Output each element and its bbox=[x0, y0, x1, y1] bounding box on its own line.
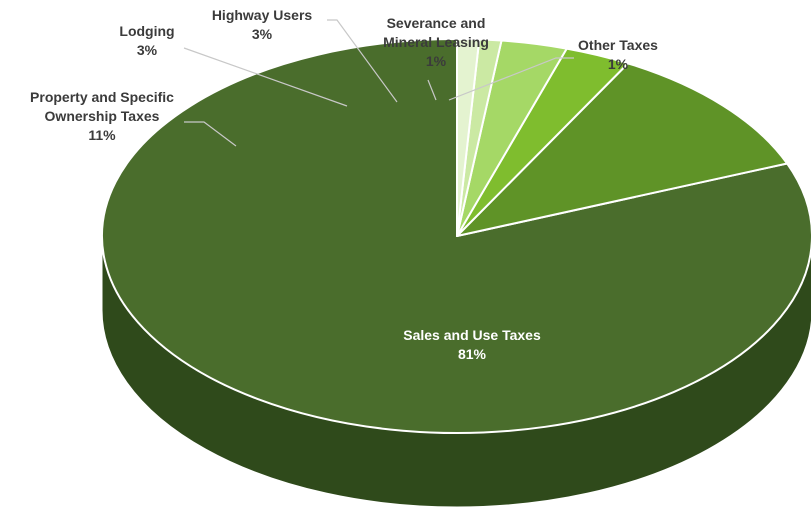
leader-line-2 bbox=[183, 47, 348, 107]
slice-label-3-line-0: Highway Users bbox=[212, 7, 313, 23]
leader-line-4 bbox=[427, 79, 437, 101]
slice-label-4-line-0: Severance and bbox=[387, 15, 486, 31]
slice-percent-5: 1% bbox=[608, 56, 629, 72]
leader-line-1 bbox=[184, 121, 237, 147]
slice-labels: Sales and Use Taxes 81% Property and Speci… bbox=[30, 7, 658, 362]
slice-label-1-line-1: Ownership Taxes bbox=[45, 108, 160, 124]
slice-label-4-line-1: Mineral Leasing bbox=[383, 34, 489, 50]
pie-slice-1 bbox=[456, 62, 789, 237]
pie-top-slices bbox=[101, 38, 811, 434]
slice-percent-3: 3% bbox=[252, 26, 273, 42]
slice-label-0-line-0: Sales and Use Taxes bbox=[403, 327, 541, 343]
leader-line-3 bbox=[327, 19, 398, 103]
slice-percent-4: 1% bbox=[426, 53, 447, 69]
leader-line-5 bbox=[448, 57, 574, 101]
slice-label-5-line-0: Other Taxes bbox=[578, 37, 658, 53]
slice-label-2-line-0: Lodging bbox=[119, 23, 174, 39]
slice-label-1-line-0: Property and Specific bbox=[30, 89, 174, 105]
pie-slice-5 bbox=[456, 38, 481, 237]
slice-percent-0: 81% bbox=[458, 346, 487, 362]
label-leader-lines bbox=[183, 19, 574, 147]
slice-percent-2: 3% bbox=[137, 42, 158, 58]
slice-percent-1: 11% bbox=[88, 127, 116, 143]
